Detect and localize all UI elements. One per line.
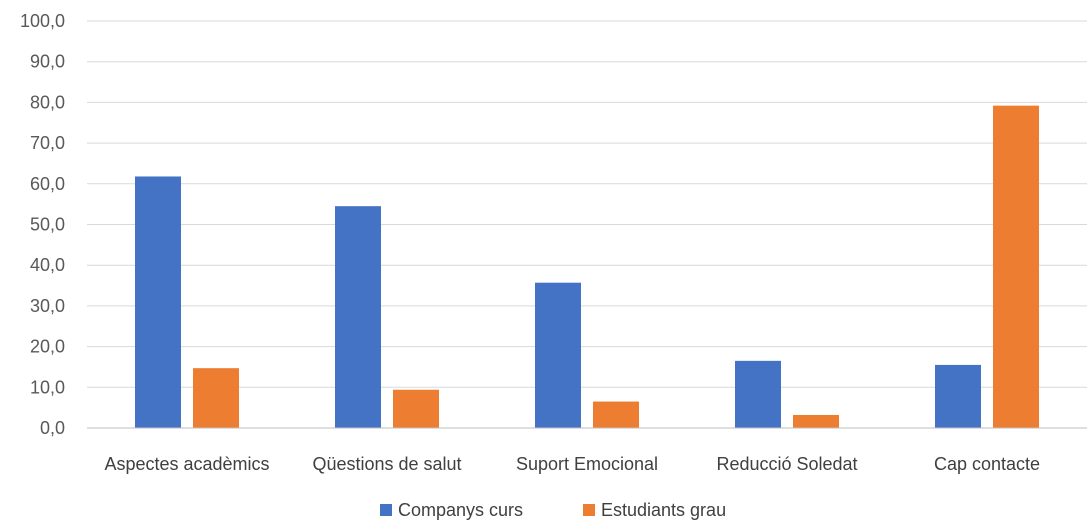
bar-estudiants-grau	[593, 401, 639, 428]
y-tick-label: 90,0	[30, 52, 65, 72]
y-tick-label: 10,0	[30, 377, 65, 397]
bar-estudiants-grau	[393, 389, 439, 428]
bar-companys-curs	[935, 364, 981, 428]
x-category-label: Cap contacte	[934, 454, 1040, 474]
x-category-label: Aspectes acadèmics	[104, 454, 269, 474]
y-tick-label: 60,0	[30, 174, 65, 194]
bar-companys-curs	[535, 282, 581, 428]
bar-companys-curs	[135, 176, 181, 428]
y-tick-label: 20,0	[30, 337, 65, 357]
x-category-label: Qüestions de salut	[312, 454, 461, 474]
bars	[135, 105, 1039, 428]
bar-estudiants-grau	[193, 368, 239, 428]
y-tick-label: 50,0	[30, 215, 65, 235]
bar-companys-curs	[735, 360, 781, 428]
gridlines	[87, 20, 1087, 388]
y-axis-tick-labels: 0,0 10,0 20,0 30,0 40,0 50,0 60,0 70,0 80,0 90,0 1…	[20, 11, 65, 438]
legend-swatch	[583, 504, 595, 516]
bar-companys-curs	[335, 206, 381, 428]
y-tick-label: 40,0	[30, 255, 65, 275]
legend-swatch	[380, 504, 392, 516]
x-category-label: Reducció Soledat	[716, 454, 857, 474]
y-tick-label: 0,0	[40, 418, 65, 438]
bar-estudiants-grau	[993, 105, 1039, 428]
y-tick-label: 30,0	[30, 296, 65, 316]
legend-label: Companys curs	[398, 500, 523, 520]
legend: Companys curs Estudiants grau	[380, 500, 726, 520]
x-category-label: Suport Emocional	[516, 454, 658, 474]
x-axis-category-labels: Aspectes acadèmics Qüestions de salut Supo…	[104, 454, 1040, 474]
y-tick-label: 100,0	[20, 11, 65, 31]
bar-estudiants-grau	[793, 414, 839, 428]
y-tick-label: 70,0	[30, 133, 65, 153]
legend-label: Estudiants grau	[601, 500, 726, 520]
y-tick-label: 80,0	[30, 92, 65, 112]
